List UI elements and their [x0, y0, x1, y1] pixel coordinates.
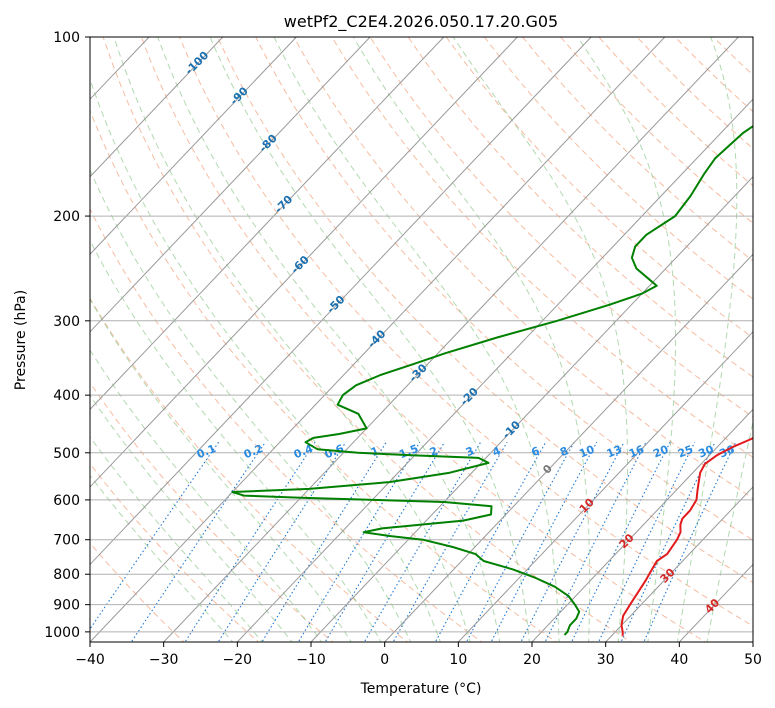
- sounding-profiles: [231, 124, 753, 636]
- mixing-ratio-line: [490, 441, 598, 642]
- mixing-ratio-label: 13: [605, 443, 624, 461]
- x-tick-label: 0: [380, 652, 389, 668]
- y-tick-label: 1000: [44, 625, 80, 641]
- x-tick-label: 30: [597, 652, 615, 668]
- mixing-ratio-label: 16: [627, 443, 646, 461]
- mixing-ratio-line: [434, 441, 547, 642]
- mixing-ratio-label: 25: [676, 443, 695, 461]
- dry-adiabat-line: [255, 37, 753, 541]
- x-tick-label: 50: [744, 652, 762, 668]
- y-axis-ticks: 100 200 300 400 500 600 700 800 900 1000: [44, 30, 90, 641]
- y-tick-label: 700: [53, 533, 80, 549]
- x-tick-label: 10: [449, 652, 467, 668]
- moist-adiabat-line: [706, 419, 753, 642]
- y-tick-label: 500: [53, 446, 80, 462]
- dewpoint-profile-line: [231, 124, 753, 636]
- mixing-ratio-line: [465, 441, 575, 642]
- dry-adiabat-line: [140, 37, 707, 642]
- y-tick-label: 900: [53, 598, 80, 614]
- moist-adiabat-line: [113, 37, 471, 642]
- dry-adiabat-line: [102, 37, 632, 642]
- mixing-ratio-line: [598, 441, 696, 642]
- y-tick-label: 300: [53, 314, 80, 330]
- x-tick-label: 20: [523, 652, 541, 668]
- dry-adiabat-line: [293, 37, 753, 499]
- pressure-gridlines: [90, 215, 753, 633]
- dry-adiabat-line: [407, 37, 753, 378]
- moist-adiabat-line: [352, 37, 591, 642]
- y-tick-label: 800: [53, 567, 80, 583]
- isotherm-line: [384, 253, 753, 642]
- dry-adiabat-line: [445, 37, 753, 339]
- dry-adiabat-line: [331, 37, 753, 458]
- mixing-ratio-label: 1: [369, 444, 381, 459]
- mixing-ratio-line: [261, 441, 387, 642]
- skewed-isotherms: [90, 37, 753, 642]
- plot-frame: [89, 36, 754, 643]
- isotherm-line: [236, 98, 753, 642]
- moist-adiabat-line: [452, 37, 628, 642]
- mixing-ratio-line: [90, 441, 220, 630]
- moist-adiabat-line: [90, 239, 382, 642]
- dry-adiabat-line: [90, 109, 558, 642]
- mixing-ratio-label: 10: [577, 443, 596, 461]
- isotherm-line: [90, 37, 371, 333]
- y-tick-label: 200: [53, 209, 80, 225]
- moist-adiabat-line: [576, 37, 677, 642]
- isotherm-line: [90, 37, 518, 488]
- mixing-ratio-line: [324, 441, 445, 642]
- temperature-profile-line: [620, 437, 753, 636]
- moist-adiabat-line: [157, 37, 501, 642]
- isotherm-line: [90, 37, 445, 411]
- moist-adiabat-line: [209, 37, 530, 642]
- dry-adiabat-line: [217, 37, 753, 584]
- mixing-ratio-line: [184, 441, 316, 642]
- mixing-ratio-label: 30: [697, 443, 716, 461]
- isotherm-line: [90, 37, 297, 256]
- mixing-ratio-label: 3: [464, 444, 476, 459]
- plot-area: 0.1 0.2 0.4 0.6 1 1.5 2 3 4 6 8 10 13 16 20 25 30 36-100-…: [90, 37, 753, 642]
- isotherm-line: [90, 37, 666, 642]
- mixing-ratio-label: 8: [558, 444, 570, 459]
- y-tick-label: 600: [53, 493, 80, 509]
- mixing-ratio-line: [570, 441, 671, 642]
- y-axis-label: Pressure (hPa): [13, 290, 29, 390]
- moist-adiabat-line: [90, 168, 412, 642]
- x-tick-label: −20: [223, 652, 253, 668]
- isotherm-line: [605, 486, 753, 642]
- moist-adiabat-line: [676, 37, 738, 642]
- x-tick-label: −30: [149, 652, 179, 668]
- isotherm-line: [90, 37, 224, 178]
- x-tick-label: −10: [296, 652, 326, 668]
- moist-adiabat-line: [90, 298, 352, 642]
- dry-adiabat-line: [90, 462, 260, 642]
- y-tick-label: 100: [53, 30, 80, 46]
- isotherm-line: [457, 331, 753, 642]
- moist-adiabat-line: [90, 349, 323, 642]
- moist-adiabat-line: [90, 77, 441, 642]
- dry-adiabat-line: [369, 37, 753, 418]
- dry-adiabat-line: [90, 542, 185, 642]
- isotherm-line: [310, 176, 753, 642]
- isotherm-line: [531, 408, 753, 642]
- isotherm-line: [90, 37, 592, 566]
- x-axis-label: Temperature (°C): [360, 681, 482, 697]
- isotherm-line: [163, 37, 739, 642]
- mixing-ratio-line: [363, 441, 482, 642]
- mixing-ratio-line: [297, 441, 421, 642]
- dry-adiabat-line: [90, 381, 334, 642]
- dry-adiabat-line: [178, 37, 753, 627]
- x-tick-label: 40: [670, 652, 688, 668]
- mixing-ratio-label: 20: [651, 443, 670, 461]
- y-tick-label: 400: [53, 388, 80, 404]
- mixing-ratio-line: [130, 441, 266, 642]
- chart-title: wetPf2_C2E4.2026.050.17.20.G05: [284, 12, 558, 32]
- x-axis-ticks: −40 −30 −20 −10 0 10 20 30 40 50: [75, 642, 762, 668]
- mixing-ratio-label: 2: [428, 444, 440, 459]
- x-tick-label: −40: [75, 652, 105, 668]
- moist-adiabat-line: [90, 394, 293, 642]
